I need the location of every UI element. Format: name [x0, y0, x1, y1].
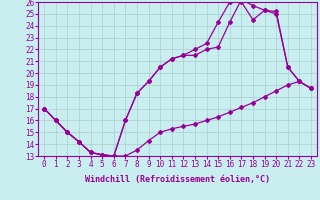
X-axis label: Windchill (Refroidissement éolien,°C): Windchill (Refroidissement éolien,°C) — [85, 175, 270, 184]
